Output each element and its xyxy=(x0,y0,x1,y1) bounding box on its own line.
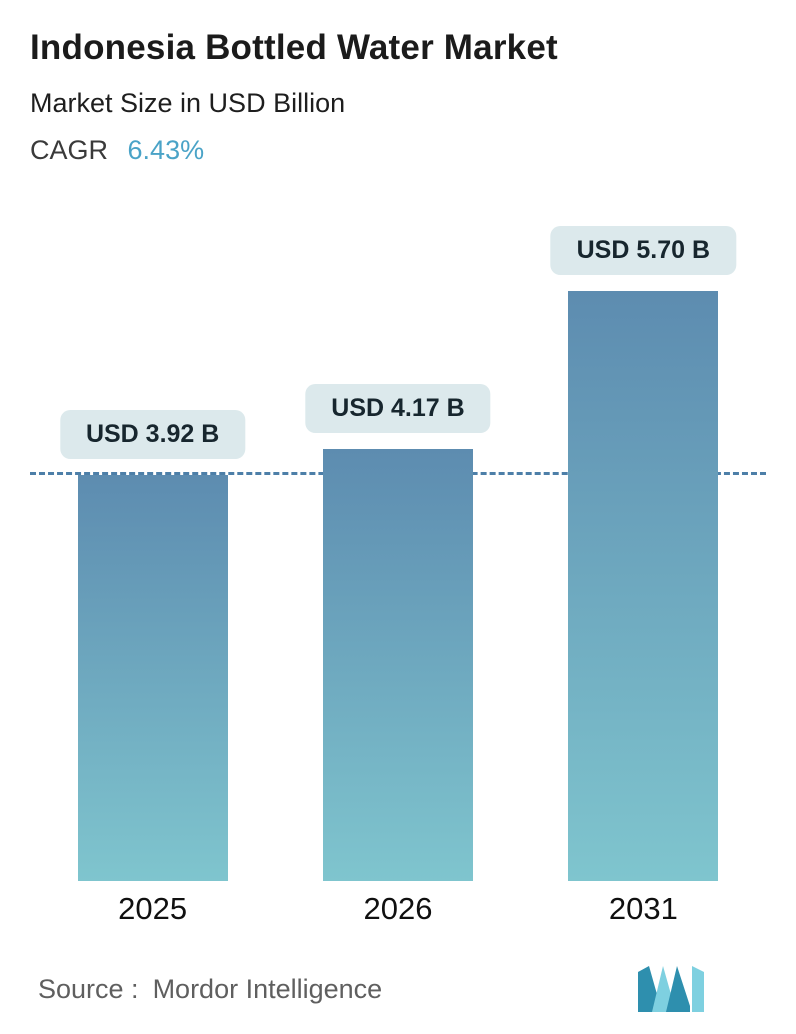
chart-subtitle: Market Size in USD Billion xyxy=(30,88,346,118)
bar-2026 xyxy=(322,449,473,881)
value-label-2031: USD 5.70 B xyxy=(550,226,737,275)
page-title: Indonesia Bottled Water Market xyxy=(30,28,558,67)
cagr-label: CAGR xyxy=(30,135,109,165)
value-label-2025: USD 3.92 B xyxy=(59,410,246,459)
x-axis-label-2031: 2031 xyxy=(608,891,678,926)
bar-column-2025: USD 3.92 B xyxy=(30,291,275,881)
source-label: Source : xyxy=(38,973,139,1004)
x-axis-label-2026: 2026 xyxy=(363,891,433,926)
bar-column-2031: USD 5.70 B xyxy=(521,226,766,881)
source-value: Mordor Intelligence xyxy=(152,973,383,1004)
mordor-intelligence-logo-icon xyxy=(638,966,704,1012)
bar-2031 xyxy=(568,291,719,881)
x-axis-label-2025: 2025 xyxy=(118,891,188,926)
source-attribution: Source : Mordor Intelligence xyxy=(38,974,382,1005)
cagr-value: 6.43% xyxy=(127,135,205,165)
value-label-2026: USD 4.17 B xyxy=(305,384,491,433)
bar-2025 xyxy=(77,475,228,881)
cagr-row: CAGR 6.43% xyxy=(30,135,766,166)
plot-area: USD 3.92 B USD 4.17 B USD 5.70 B xyxy=(30,226,766,881)
x-axis-labels: 2025 2026 2031 xyxy=(30,891,766,927)
bar-column-2026: USD 4.17 B xyxy=(275,291,520,881)
footer: Source : Mordor Intelligence xyxy=(38,966,704,1012)
chart-header: Indonesia Bottled Water Market Market Si… xyxy=(0,0,796,166)
